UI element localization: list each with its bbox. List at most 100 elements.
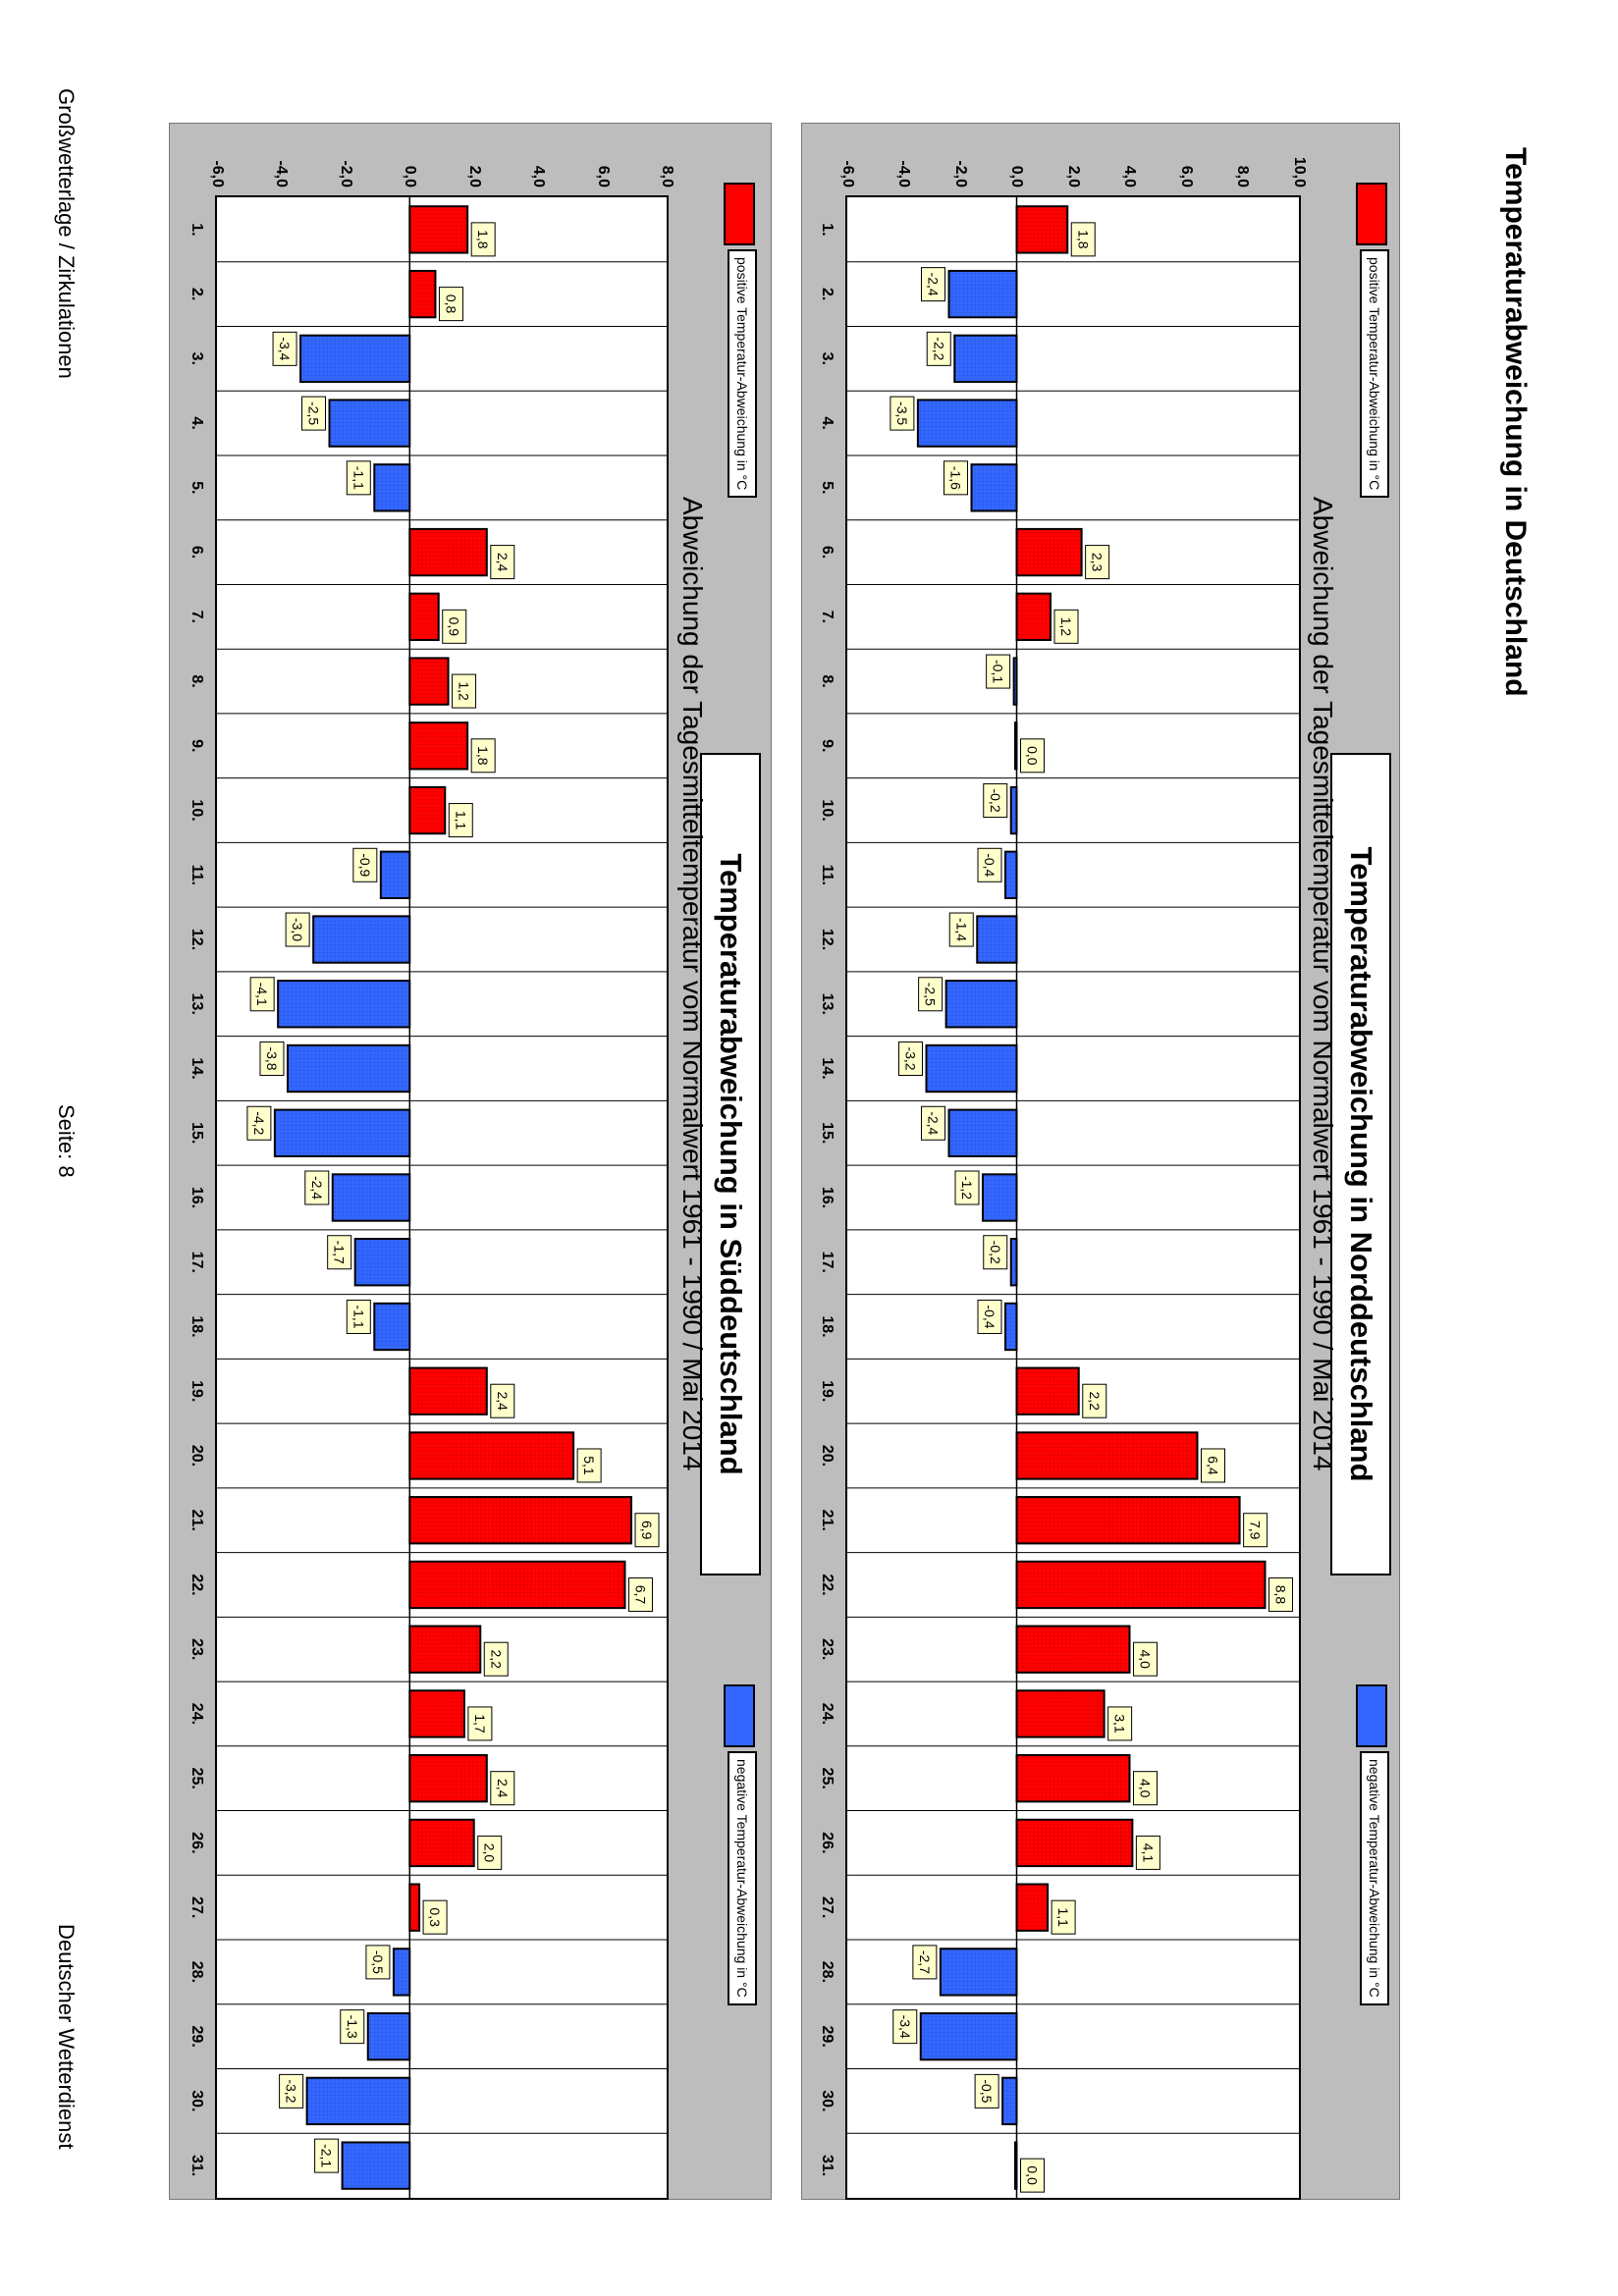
bar-day-16 [982,1173,1018,1222]
data-label-day-1: 1,8 [470,222,496,257]
y-tick-label: -6,0 [209,160,226,187]
bar-day-1 [408,205,469,254]
svg-text:-3,4: -3,4 [277,337,293,360]
bar-day-26 [1015,1818,1134,1868]
bar-day-1 [1015,205,1069,254]
y-tick-label: -2,0 [337,160,354,187]
data-label-day-17: -1,7 [327,1235,352,1270]
data-label-day-12: -3,0 [285,912,310,947]
data-label-day-29: -1,3 [340,2009,365,2045]
y-tick-label: -4,0 [273,160,291,187]
y-tick-label: 2,0 [465,165,483,187]
svg-text:2,4: 2,4 [495,553,511,572]
x-tick-label: 12. [819,928,836,951]
bar-day-28 [392,1948,411,1997]
svg-text:-1,3: -1,3 [345,2015,360,2039]
data-label-day-28: -0,5 [365,1945,391,1980]
bar-day-7 [1015,592,1052,641]
x-tick-label: 5. [189,481,205,495]
bar-day-19 [408,1366,488,1415]
x-tick-label: 30. [189,2090,205,2112]
svg-text:1,8: 1,8 [475,230,491,249]
data-label-day-26: 4,1 [1135,1835,1160,1870]
bar-day-2 [408,269,437,319]
svg-text:-1,7: -1,7 [332,1241,348,1264]
y-tick-label: 10,0 [1291,156,1308,187]
x-tick-label: 16. [189,1186,205,1209]
x-tick-label: 5. [819,481,836,495]
svg-text:-3,4: -3,4 [897,2015,913,2039]
svg-text:2,2: 2,2 [1087,1391,1103,1411]
svg-text:-0,5: -0,5 [979,2079,995,2103]
svg-text:5,1: 5,1 [581,1456,597,1475]
x-tick-label: 3. [189,351,205,366]
bar-day-5 [970,463,1018,512]
chart-subtitle-nord: Abweichung der Tagesmitteltemperatur vom… [1308,497,1338,1471]
x-tick-label: 21. [819,1509,836,1531]
data-label-day-15: -4,2 [246,1105,272,1141]
x-tick-label: 9. [189,739,205,753]
data-label-day-19: 2,2 [1082,1383,1107,1418]
data-label-day-17: -0,2 [983,1235,1008,1270]
footer-page-number: Seite: 8 [54,1104,79,1178]
x-tick-label: 28. [819,1960,836,1984]
page-title: Temperaturabweichung in Deutschland [1499,147,1532,697]
x-tick-label: 31. [189,2155,205,2177]
svg-text:1,2: 1,2 [1058,617,1074,637]
bar-day-22 [408,1560,626,1610]
bar-day-12 [976,915,1018,964]
y-tick-label: 2,0 [1065,165,1082,187]
svg-text:1,7: 1,7 [472,1714,488,1734]
x-tick-label: 30. [819,2090,836,2112]
svg-text:-0,1: -0,1 [991,660,1006,683]
data-label-day-4: -3,5 [890,396,915,431]
y-tick-label: 6,0 [1178,165,1195,187]
bar-day-31 [341,2141,411,2190]
svg-text:-0,4: -0,4 [982,853,998,877]
x-tick-label: 2. [189,287,205,301]
svg-text:-1,6: -1,6 [948,466,964,490]
x-tick-label: 2. [819,287,836,301]
x-tick-label: 17. [189,1251,205,1273]
data-label-day-21: 7,9 [1243,1513,1268,1548]
svg-text:-2,7: -2,7 [917,1950,933,1974]
x-tick-label: 23. [819,1638,836,1661]
svg-text:-0,2: -0,2 [988,788,1003,812]
svg-text:-2,5: -2,5 [923,983,939,1006]
svg-text:2,3: 2,3 [1090,553,1106,572]
bar-day-24 [408,1689,465,1738]
x-tick-label: 10. [189,799,205,822]
svg-text:-2,1: -2,1 [319,2144,335,2167]
legend-negative-swatch [1356,1684,1387,1747]
data-label-day-15: -2,4 [921,1105,945,1141]
svg-text:-1,1: -1,1 [351,1305,366,1328]
bar-day-15 [947,1108,1018,1157]
bar-day-17 [1009,1238,1018,1287]
data-label-day-13: -2,5 [918,977,944,1012]
x-tick-label: 8. [189,674,205,688]
svg-text:-4,1: -4,1 [254,983,270,1006]
legend-positive-swatch-sued [724,183,755,245]
data-label-day-22: 6,7 [627,1576,653,1612]
bar-day-25 [408,1754,488,1803]
legend-negative-label-sued: negative Temperatur-Abweichung in °C [728,1751,757,2005]
svg-text:8,8: 8,8 [1273,1585,1289,1605]
bar-day-15 [273,1108,411,1157]
svg-text:6,7: 6,7 [632,1585,648,1605]
svg-text:-2,4: -2,4 [926,273,942,296]
x-tick-label: 15. [189,1122,205,1145]
x-tick-label: 10. [819,799,836,822]
data-label-day-30: -0,5 [974,2073,999,2109]
svg-text:-0,4: -0,4 [982,1305,998,1328]
data-label-day-28: -2,7 [912,1945,938,1980]
x-tick-label: 7. [189,610,205,623]
x-tick-label: 24. [189,1702,205,1726]
x-tick-label: 4. [189,416,205,430]
svg-text:1,1: 1,1 [1055,1907,1071,1927]
bar-day-30 [1001,2076,1018,2126]
bar-day-4 [328,399,411,448]
x-tick-label: 21. [189,1509,205,1531]
bar-day-28 [939,1948,1018,1997]
bar-day-29 [919,2011,1018,2061]
bar-day-3 [953,334,1018,384]
